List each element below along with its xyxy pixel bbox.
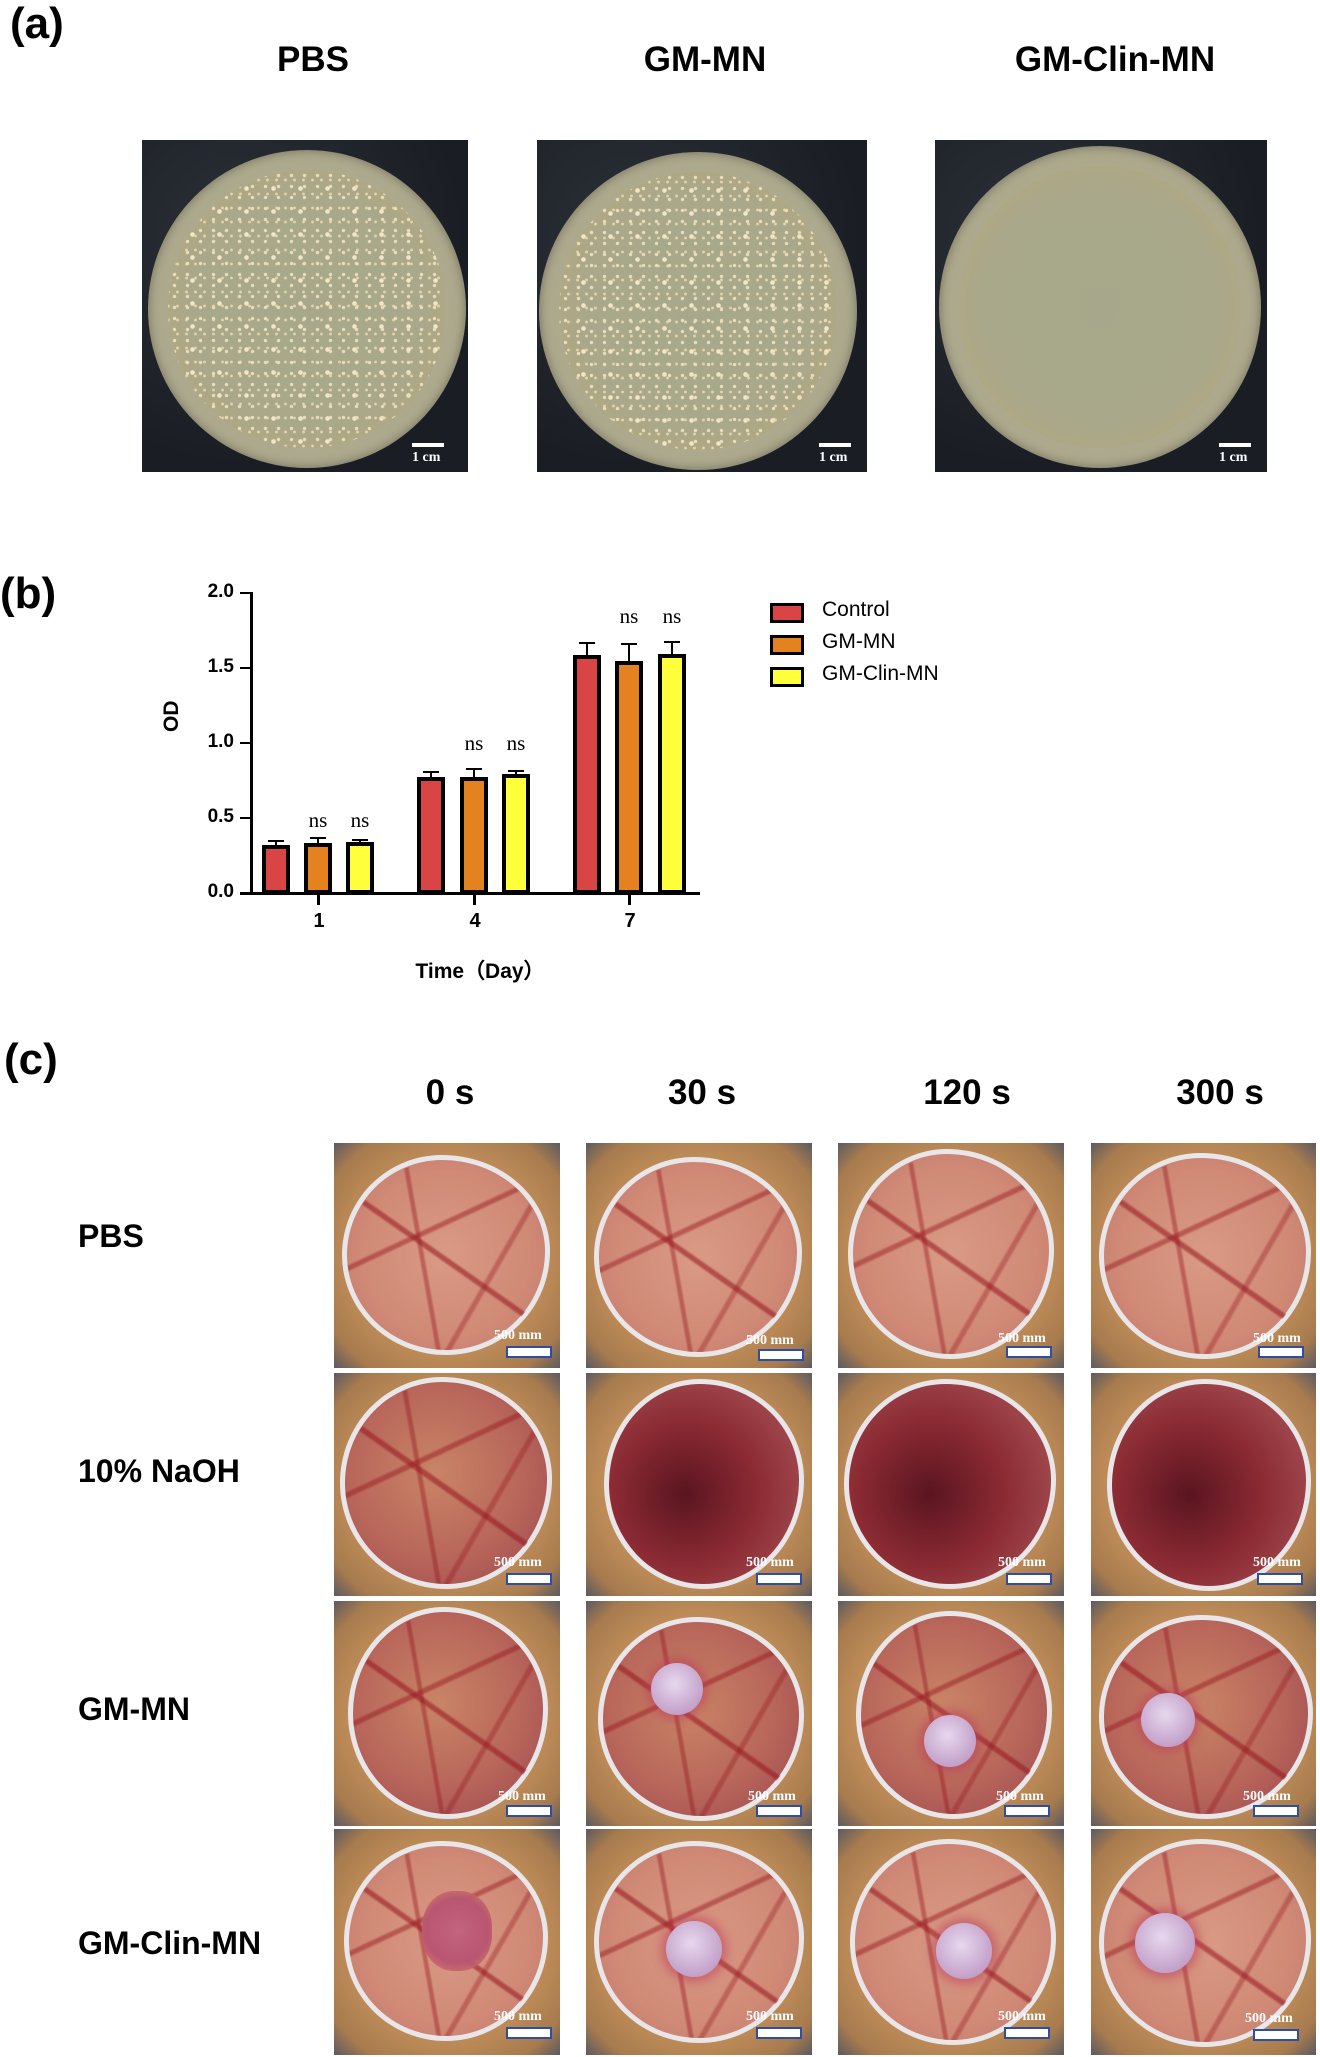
cam-image-gm-mn-120s: 500 mm (838, 1601, 1064, 1826)
od-bar-chart: 2.0 1.5 1.0 0.5 0.0 OD 1 4 7 Time（Day） n… (0, 0, 1320, 1000)
y-tick-label: 2.0 (207, 581, 234, 602)
microneedle-patch (651, 1663, 703, 1715)
y-tick-label: 0.0 (207, 881, 234, 902)
microneedle-patch (936, 1923, 992, 1979)
panel-a-title-gm-mn: GM-MN (643, 40, 767, 79)
bar-gm-clin-mn-day7 (658, 654, 686, 894)
row-label-gm-mn: GM-MN (78, 1691, 190, 1727)
microneedle-patch (1141, 1693, 1195, 1747)
panel-a-title-gm-clin-mn: GM-Clin-MN (1014, 40, 1216, 79)
x-axis-label: Time（Day） (415, 960, 545, 983)
bar-control-day1 (262, 845, 290, 894)
bar-control-day4 (417, 777, 445, 894)
microneedle-patch (666, 1921, 722, 1977)
legend-label-gm-clin-mn: GM-Clin-MN (822, 662, 939, 685)
ns-annotation: ns (506, 731, 526, 755)
bar-gm-clin-mn-day4 (502, 774, 530, 894)
scale-bar-label: 1 cm (819, 450, 848, 465)
cam-image-pbs-0s: 500 mm (334, 1143, 560, 1368)
cam-image-naoh-30s: 500 mm (586, 1373, 812, 1596)
scale-bar-label: 1 cm (1219, 450, 1248, 465)
bar-gm-mn-day7 (615, 661, 643, 894)
scale-bar (1219, 443, 1251, 447)
ns-annotation: ns (619, 604, 639, 628)
time-label-120s: 120 s (923, 1073, 1011, 1112)
row-label-gm-clin-mn: GM-Clin-MN (78, 1925, 262, 1961)
time-label-30s: 30 s (667, 1073, 737, 1112)
panel-c-label: (c) (4, 1035, 58, 1084)
legend-swatch-gm-mn (770, 635, 804, 655)
row-label-naoh: 10% NaOH (78, 1453, 240, 1489)
cam-image-gm-clin-mn-30s: 500 mm (586, 1829, 812, 2055)
x-tick-label: 1 (313, 910, 325, 932)
y-tick-label: 1.5 (207, 656, 234, 677)
ns-annotation: ns (350, 808, 370, 832)
ns-annotation: ns (464, 731, 484, 755)
y-axis-label: OD (160, 700, 183, 733)
x-tick-label: 4 (469, 910, 481, 932)
time-label-0s: 0 s (425, 1073, 475, 1112)
panel-a-title-pbs: PBS (277, 40, 349, 79)
panel-b-label: (b) (0, 569, 57, 618)
chart-legend: Control GM-MN GM-Clin-MN (770, 595, 990, 715)
cam-image-gm-clin-mn-300s: 500 mm (1091, 1829, 1316, 2055)
time-label-300s: 300 s (1176, 1073, 1264, 1112)
row-label-pbs: PBS (78, 1218, 144, 1254)
bar-gm-mn-day1 (304, 843, 332, 894)
petri-dish-gm-mn: 1 cm (537, 140, 867, 472)
legend-label-control: Control (822, 598, 890, 621)
microneedle-patch (924, 1715, 976, 1767)
cam-image-naoh-300s: 500 mm (1091, 1373, 1316, 1596)
cam-image-gm-mn-0s: 500 mm (334, 1601, 560, 1826)
bar-gm-mn-day4 (460, 777, 488, 894)
cam-image-gm-clin-mn-0s: 500 mm (334, 1829, 560, 2055)
y-tick-label: 0.5 (207, 806, 234, 827)
cam-image-gm-mn-30s: 500 mm (586, 1601, 812, 1826)
petri-dish-pbs: 1 cm (142, 140, 468, 472)
legend-swatch-control (770, 603, 804, 623)
cam-image-pbs-300s: 500 mm (1091, 1143, 1316, 1368)
cam-image-naoh-0s: 500 mm (334, 1373, 560, 1596)
cam-image-naoh-120s: 500 mm (838, 1373, 1064, 1596)
cam-image-gm-mn-300s: 500 mm (1091, 1601, 1316, 1826)
bar-gm-clin-mn-day1 (346, 842, 374, 894)
petri-dish-gm-clin-mn: 1 cm (935, 140, 1267, 472)
ns-annotation: ns (308, 808, 328, 832)
legend-swatch-gm-clin-mn (770, 667, 804, 687)
scale-bar-label: 1 cm (412, 450, 441, 465)
cam-image-pbs-30s: 500 mm (586, 1143, 812, 1368)
cam-image-gm-clin-mn-120s: 500 mm (838, 1829, 1064, 2055)
legend-label-gm-mn: GM-MN (822, 630, 896, 653)
ns-annotation: ns (662, 604, 682, 628)
scale-bar (819, 443, 851, 447)
microneedle-patch (422, 1891, 492, 1971)
y-tick-label: 1.0 (207, 731, 234, 752)
cam-image-pbs-120s: 500 mm (838, 1143, 1064, 1368)
bar-control-day7 (573, 655, 601, 894)
scale-bar (412, 443, 444, 447)
panel-a-label: (a) (10, 0, 64, 48)
microneedle-patch (1135, 1913, 1195, 1973)
x-tick-label: 7 (624, 910, 636, 932)
